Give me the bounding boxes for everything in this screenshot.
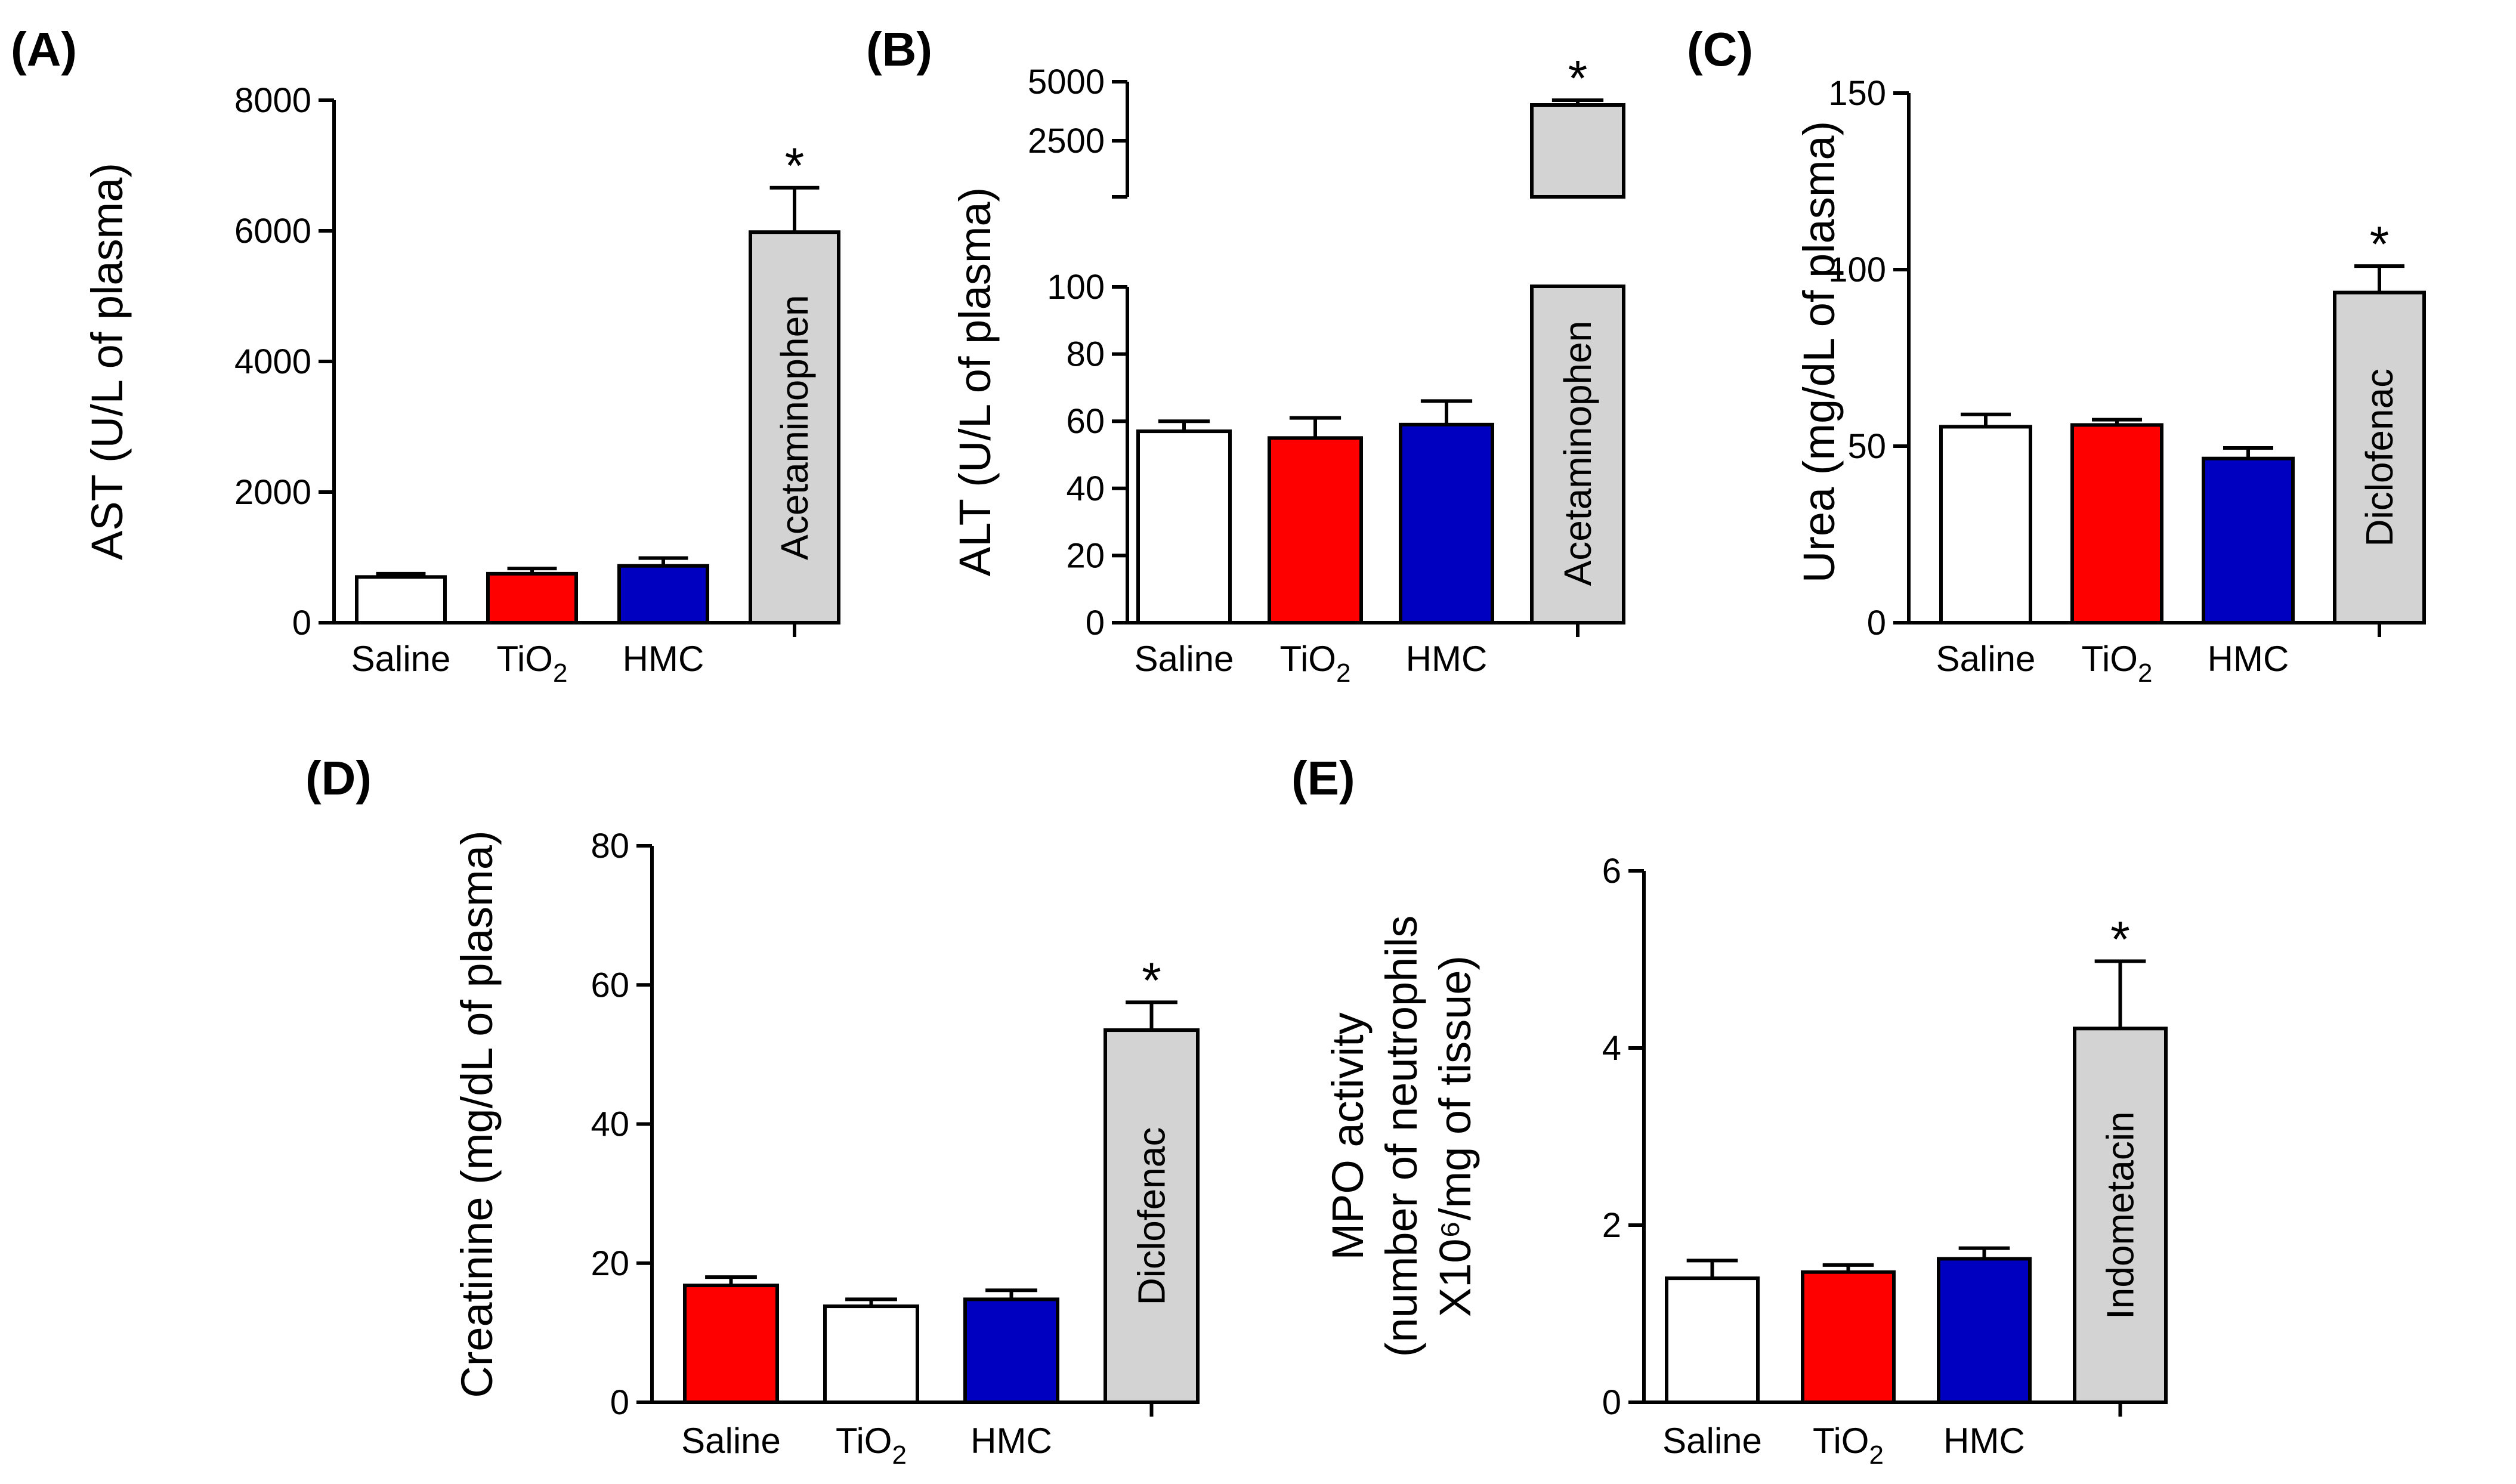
bar xyxy=(963,1297,1059,1405)
bar xyxy=(1530,103,1625,199)
bar xyxy=(1104,1028,1200,1404)
bar xyxy=(2333,290,2426,625)
panel-label: (A) xyxy=(11,23,77,76)
x-tick-label-1: TiO2 xyxy=(836,1421,907,1470)
panel-c: (C) 0 50 100 150 Saline TiO2 HMC Diclofenac * Urea… xyxy=(1687,23,2426,688)
bar-treatment-label: Diclofenac xyxy=(1130,1127,1173,1306)
bar xyxy=(617,564,709,624)
significance-marker: * xyxy=(2370,216,2390,272)
y-tick-label: 80 xyxy=(1066,335,1105,374)
panel-a: (A) 0 2000 4000 6000 8000 Saline TiO2 HMC Acetami… xyxy=(11,23,840,688)
panel-label: (C) xyxy=(1687,23,1753,76)
y-axis-title: MPO activity xyxy=(1323,1012,1373,1260)
bar xyxy=(2073,1027,2168,1404)
y-axis-title: ALT (U/L of plasma) xyxy=(950,187,1000,577)
bar xyxy=(2070,423,2163,624)
y-tick-label: 60 xyxy=(1066,402,1105,441)
x-tick-label-2: HMC xyxy=(1943,1421,2025,1461)
panel-label: (D) xyxy=(305,752,372,805)
bar-treatment-label: Indometacin xyxy=(2099,1111,2142,1319)
bar xyxy=(355,575,447,624)
y-tick-label: 4000 xyxy=(234,342,311,381)
bar-treatment-label: Acetaminophen xyxy=(773,295,816,560)
y-tick-label: 0 xyxy=(610,1383,629,1422)
panel-label: (B) xyxy=(866,23,932,76)
x-tick-label-0: Saline xyxy=(1936,639,2036,679)
y-axis-title: X10⁶/mg of tissue) xyxy=(1430,956,1480,1317)
y-tick-label: 0 xyxy=(1867,604,1886,642)
significance-marker: * xyxy=(2110,911,2130,967)
bar xyxy=(486,571,578,624)
panel-label: (E) xyxy=(1291,752,1355,805)
y-tick-label: 6 xyxy=(1602,852,1621,891)
y-tick-label: 4 xyxy=(1602,1029,1621,1068)
y-tick-label: 2000 xyxy=(234,473,311,512)
y-tick-label: 150 xyxy=(1828,74,1886,113)
x-tick-label-1: TiO2 xyxy=(2082,639,2153,688)
x-tick-label-0: Saline xyxy=(681,1421,781,1461)
panel-b: (B) 0 20 40 60 80 100 5000 2500 Saline TiO2 HMC Acet… xyxy=(866,23,1626,688)
bar xyxy=(1937,1257,2032,1404)
bar xyxy=(823,1304,919,1405)
y-tick-label: 6000 xyxy=(234,212,311,251)
x-tick-label-2: HMC xyxy=(970,1421,1052,1461)
y-tick-label: 40 xyxy=(1066,469,1105,508)
y-tick-label: 60 xyxy=(591,966,629,1004)
x-tick-label-0: Saline xyxy=(351,639,451,679)
y-tick-label: 0 xyxy=(1602,1383,1621,1422)
y-axis-title: (number of neutrophils xyxy=(1377,916,1426,1357)
bar xyxy=(1939,425,2032,624)
y-tick-label: 20 xyxy=(591,1244,629,1283)
bar xyxy=(2202,456,2295,624)
y-axis-title: Urea (mg/dL of plasma) xyxy=(1794,121,1844,583)
panel-e: (E) 0 2 4 6 Saline TiO2 HMC Indometacin * MPO acti… xyxy=(1291,752,2168,1470)
x-tick-label-2: HMC xyxy=(2208,639,2289,679)
y-tick-label: 8000 xyxy=(234,81,311,120)
bar xyxy=(1136,429,1232,625)
x-tick-label-2: HMC xyxy=(1406,639,1488,679)
x-tick-label-1: TiO2 xyxy=(1280,639,1351,688)
y-axis-title: AST (U/L of plasma) xyxy=(82,163,132,560)
bar xyxy=(1801,1270,1896,1405)
y-tick-label: 100 xyxy=(1828,251,1886,289)
y-axis-title: Creatinine (mg/dL of plasma) xyxy=(452,830,502,1398)
y-tick-label: 2 xyxy=(1602,1206,1621,1245)
x-tick-label-0: Saline xyxy=(1135,639,1234,679)
bar xyxy=(1665,1276,1760,1405)
bar xyxy=(749,230,840,624)
x-tick-label-2: HMC xyxy=(623,639,704,679)
x-tick-label-0: Saline xyxy=(1662,1421,1762,1461)
panel-d: (D) 0 20 40 60 80 Saline TiO2 HMC Diclofenac * Crea… xyxy=(305,752,1200,1470)
significance-marker: * xyxy=(1142,952,1161,1008)
significance-marker: * xyxy=(1568,50,1588,106)
axis-break-gap xyxy=(1529,199,1626,285)
bar xyxy=(683,1284,779,1405)
y-tick-label: 2500 xyxy=(1028,122,1105,160)
bar-treatment-label: Acetaminophen xyxy=(1556,321,1599,586)
x-tick-label-1: TiO2 xyxy=(497,639,568,688)
y-tick-label: 0 xyxy=(1086,604,1105,642)
y-tick-label: 0 xyxy=(292,604,311,642)
y-tick-label: 50 xyxy=(1847,427,1886,466)
y-tick-label: 40 xyxy=(591,1105,629,1144)
y-tick-label: 5000 xyxy=(1028,63,1105,101)
bar-treatment-label: Diclofenac xyxy=(2358,369,2401,547)
y-tick-label: 80 xyxy=(591,827,629,865)
bar xyxy=(1530,285,1625,624)
bar xyxy=(1399,422,1494,625)
x-tick-label-1: TiO2 xyxy=(1813,1421,1884,1470)
bar xyxy=(1268,436,1363,624)
y-tick-label: 20 xyxy=(1066,536,1105,575)
y-tick-label: 100 xyxy=(1047,268,1105,307)
significance-marker: * xyxy=(785,138,805,194)
